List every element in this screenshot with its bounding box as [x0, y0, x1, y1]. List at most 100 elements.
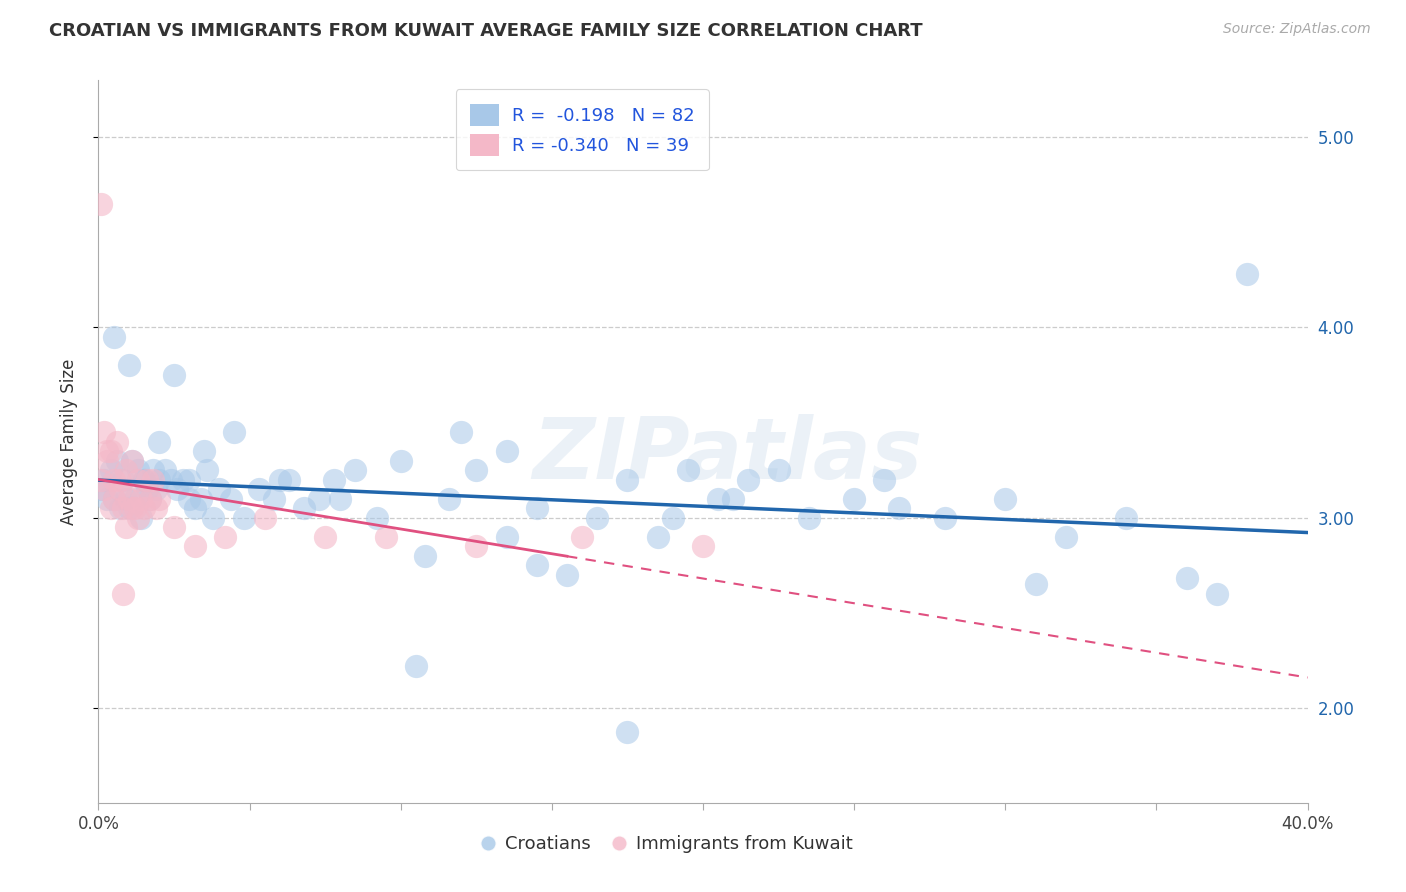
Point — [118, 359, 141, 373]
Point — [437, 491, 460, 506]
Point — [737, 473, 759, 487]
Point — [129, 510, 152, 524]
Point — [166, 482, 188, 496]
Point — [450, 425, 472, 439]
Point — [114, 463, 136, 477]
Point — [676, 463, 699, 477]
Point — [100, 501, 122, 516]
Point — [96, 491, 118, 506]
Point — [96, 453, 118, 467]
Point — [103, 473, 125, 487]
Point — [121, 453, 143, 467]
Point — [96, 444, 118, 458]
Point — [277, 473, 299, 487]
Text: ZIPatlas: ZIPatlas — [531, 415, 922, 498]
Point — [873, 473, 896, 487]
Point — [93, 425, 115, 439]
Point — [555, 567, 578, 582]
Point — [172, 473, 194, 487]
Point — [889, 501, 911, 516]
Point — [148, 491, 170, 506]
Point — [184, 539, 207, 553]
Point — [413, 549, 436, 563]
Point — [308, 491, 330, 506]
Point — [707, 491, 730, 506]
Point — [253, 510, 276, 524]
Point — [221, 491, 243, 506]
Point — [389, 453, 412, 467]
Point — [132, 501, 155, 516]
Point — [93, 482, 115, 496]
Point — [163, 520, 186, 534]
Point — [202, 510, 225, 524]
Point — [103, 330, 125, 344]
Point — [142, 473, 165, 487]
Point — [135, 482, 157, 496]
Point — [193, 444, 215, 458]
Point — [495, 444, 517, 458]
Point — [118, 501, 141, 516]
Point — [108, 473, 131, 487]
Point — [465, 539, 488, 553]
Point — [184, 501, 207, 516]
Point — [465, 463, 488, 477]
Point — [586, 510, 609, 524]
Point — [616, 473, 638, 487]
Point — [111, 501, 134, 516]
Point — [103, 491, 125, 506]
Point — [323, 473, 346, 487]
Point — [129, 491, 152, 506]
Point — [121, 501, 143, 516]
Point — [797, 510, 820, 524]
Point — [495, 530, 517, 544]
Point — [329, 491, 352, 506]
Point — [145, 482, 167, 496]
Point — [692, 539, 714, 553]
Point — [661, 510, 683, 524]
Point — [844, 491, 866, 506]
Text: Source: ZipAtlas.com: Source: ZipAtlas.com — [1223, 22, 1371, 37]
Point — [1206, 587, 1229, 601]
Point — [148, 473, 170, 487]
Y-axis label: Average Family Size: Average Family Size — [59, 359, 77, 524]
Point — [163, 368, 186, 382]
Point — [142, 463, 165, 477]
Point — [247, 482, 270, 496]
Point — [269, 473, 291, 487]
Point — [124, 501, 146, 516]
Point — [105, 434, 128, 449]
Point — [148, 434, 170, 449]
Point — [114, 491, 136, 506]
Point — [127, 473, 149, 487]
Point — [1054, 530, 1077, 544]
Point — [232, 510, 254, 524]
Point — [103, 491, 125, 506]
Point — [723, 491, 745, 506]
Point — [934, 510, 956, 524]
Point — [118, 491, 141, 506]
Point — [571, 530, 593, 544]
Point — [145, 501, 167, 516]
Point — [90, 197, 112, 211]
Point — [124, 491, 146, 506]
Point — [111, 473, 134, 487]
Point — [135, 473, 157, 487]
Point — [90, 482, 112, 496]
Point — [208, 482, 231, 496]
Point — [108, 482, 131, 496]
Point — [114, 520, 136, 534]
Point — [105, 453, 128, 467]
Point — [195, 463, 218, 477]
Point — [994, 491, 1017, 506]
Legend: Croatians, Immigrants from Kuwait: Croatians, Immigrants from Kuwait — [474, 828, 859, 860]
Point — [374, 530, 396, 544]
Point — [100, 463, 122, 477]
Point — [526, 558, 548, 573]
Point — [179, 473, 201, 487]
Point — [190, 491, 212, 506]
Point — [132, 473, 155, 487]
Point — [127, 510, 149, 524]
Point — [139, 491, 162, 506]
Point — [1024, 577, 1046, 591]
Point — [160, 473, 183, 487]
